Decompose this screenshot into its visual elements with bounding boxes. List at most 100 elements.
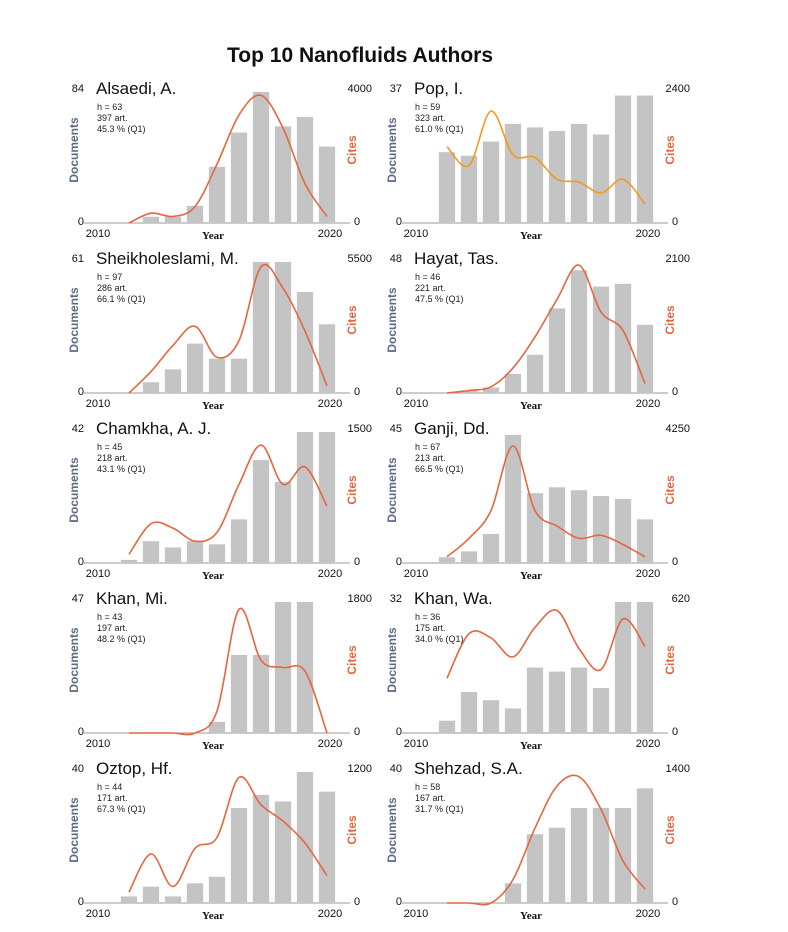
y-axis-label-cites: Cites	[345, 815, 359, 845]
x-tick-start: 2010	[86, 908, 110, 920]
left-axis-min: 0	[78, 896, 84, 908]
x-axis-label: Year	[202, 570, 224, 582]
documents-bar	[592, 687, 610, 733]
documents-bar	[548, 130, 566, 223]
documents-bar	[230, 132, 248, 223]
documents-bar	[526, 354, 544, 393]
cites-line	[446, 609, 646, 679]
documents-bar	[460, 551, 478, 563]
x-tick-end: 2020	[318, 908, 342, 920]
y-axis-label-documents: Documents	[385, 797, 399, 863]
left-axis-max: 37	[390, 83, 402, 95]
right-axis-max: 1500	[348, 423, 372, 435]
left-axis-max: 40	[390, 763, 402, 775]
left-axis-min: 0	[396, 216, 402, 228]
author-name: Khan, Wa.	[414, 589, 493, 608]
x-tick-start: 2010	[404, 738, 428, 750]
documents-bar	[504, 434, 522, 563]
documents-bar	[614, 95, 632, 223]
author-stat: 221 art.	[415, 283, 446, 293]
x-tick-end: 2020	[636, 398, 660, 410]
documents-bar	[614, 283, 632, 393]
y-axis-label-cites: Cites	[663, 305, 677, 335]
documents-bar	[208, 166, 226, 223]
x-axis-label: Year	[520, 230, 542, 242]
documents-bar	[592, 496, 610, 563]
y-axis-label-cites: Cites	[663, 645, 677, 675]
y-axis-label-cites: Cites	[345, 135, 359, 165]
documents-bar	[208, 358, 226, 393]
author-name: Khan, Mi.	[96, 589, 168, 608]
documents-bar	[208, 721, 226, 733]
x-tick-start: 2010	[86, 398, 110, 410]
author-stat: h = 46	[415, 272, 440, 282]
author-stat: 48.2 % (Q1)	[97, 634, 146, 644]
right-axis-min: 0	[354, 896, 360, 908]
documents-bar	[482, 387, 500, 393]
x-axis-label: Year	[202, 910, 224, 922]
documents-bar	[438, 557, 456, 563]
right-axis-min: 0	[672, 216, 678, 228]
left-axis-max: 84	[72, 83, 84, 95]
x-tick-end: 2020	[636, 568, 660, 580]
documents-bar	[548, 671, 566, 733]
documents-bar	[504, 123, 522, 223]
x-tick-start: 2010	[86, 738, 110, 750]
documents-bar	[230, 519, 248, 563]
author-stat: h = 58	[415, 782, 440, 792]
left-axis-max: 45	[390, 423, 402, 435]
documents-bar	[636, 324, 654, 393]
documents-bar	[504, 883, 522, 903]
documents-bar	[460, 390, 478, 393]
documents-bar	[274, 481, 292, 563]
left-axis-min: 0	[396, 896, 402, 908]
cites-line	[446, 110, 646, 205]
y-axis-label-documents: Documents	[385, 287, 399, 353]
author-stat: 66.1 % (Q1)	[97, 294, 146, 304]
author-stat: 34.0 % (Q1)	[415, 634, 464, 644]
documents-bar	[186, 541, 204, 563]
documents-bar	[526, 493, 544, 563]
documents-bar	[526, 127, 544, 223]
documents-bar	[614, 498, 632, 563]
right-axis-min: 0	[354, 386, 360, 398]
figure-title: Top 10 Nanofluids Authors	[227, 44, 493, 67]
left-axis-max: 40	[72, 763, 84, 775]
documents-bar	[570, 123, 588, 223]
y-axis-label-documents: Documents	[67, 287, 81, 353]
documents-bar	[592, 286, 610, 393]
y-axis-label-cites: Cites	[663, 475, 677, 505]
documents-bar	[164, 369, 182, 393]
cites-line	[128, 263, 328, 394]
author-stat: h = 97	[97, 272, 122, 282]
left-axis-min: 0	[396, 556, 402, 568]
documents-bar	[592, 808, 610, 903]
cites-line	[447, 774, 646, 906]
documents-bar	[142, 216, 160, 223]
author-stat: 66.5 % (Q1)	[415, 464, 464, 474]
documents-bar	[614, 808, 632, 903]
left-axis-max: 42	[72, 423, 84, 435]
documents-bar	[438, 720, 456, 733]
documents-bar	[482, 700, 500, 733]
x-axis-label: Year	[520, 910, 542, 922]
x-tick-start: 2010	[86, 228, 110, 240]
right-axis-max: 1400	[666, 763, 690, 775]
documents-bar	[526, 834, 544, 903]
author-stat: 45.3 % (Q1)	[97, 124, 146, 134]
right-axis-min: 0	[672, 386, 678, 398]
documents-bar	[230, 808, 248, 903]
left-axis-min: 0	[78, 726, 84, 738]
documents-bar	[526, 667, 544, 733]
y-axis-label-cites: Cites	[345, 475, 359, 505]
right-axis-max: 4000	[348, 83, 372, 95]
documents-bar	[296, 292, 314, 393]
documents-bar	[460, 155, 478, 223]
author-stat: h = 45	[97, 442, 122, 452]
documents-bar	[186, 343, 204, 393]
